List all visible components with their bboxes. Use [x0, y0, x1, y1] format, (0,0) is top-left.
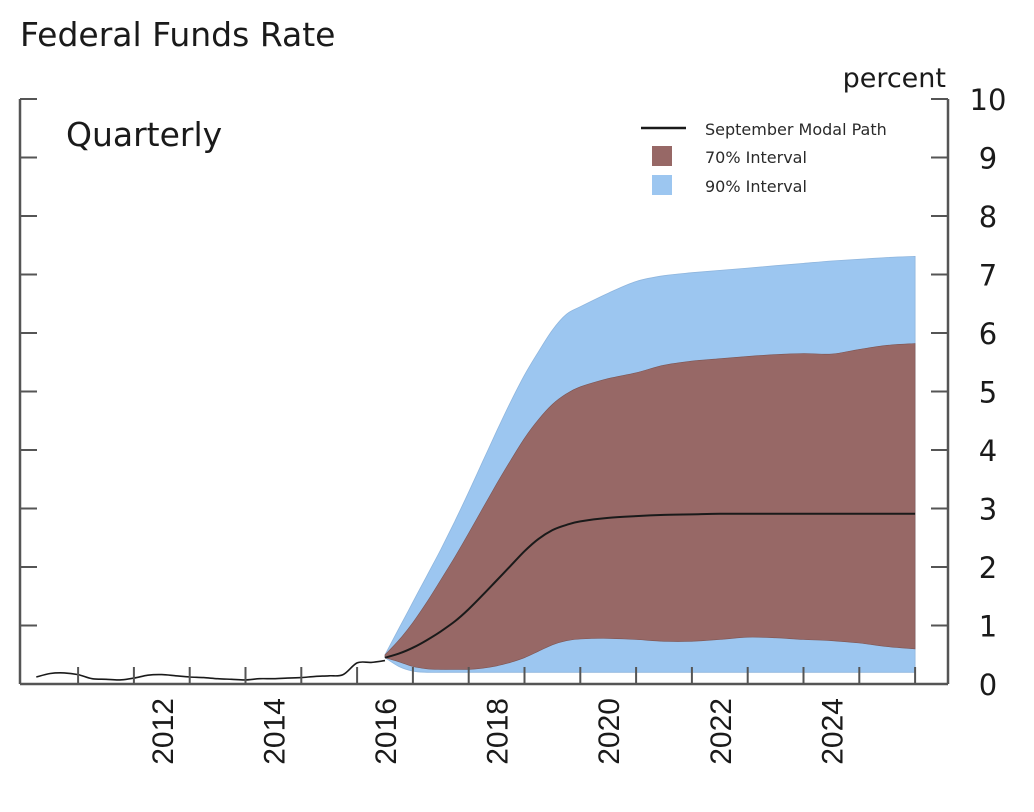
- legend-label-modal-path: September Modal Path: [705, 120, 887, 139]
- band-70-interval: [384, 343, 916, 670]
- y-tick-labels: 0 1 2 3 4 5 6 7 8 9 10: [970, 83, 1007, 702]
- x-tick-label: 2022: [705, 698, 738, 765]
- series-lines: [36, 512, 916, 681]
- y-tick-label: 4: [979, 434, 997, 468]
- y-tick-label: 8: [979, 200, 997, 234]
- legend-marker-70-interval: [652, 146, 672, 166]
- y-tick-label: 1: [979, 610, 997, 644]
- legend: September Modal Path 70% Interval 90% In…: [641, 120, 887, 196]
- y-tick-label: 6: [979, 317, 997, 351]
- legend-marker-90-interval: [652, 175, 672, 195]
- chart-subtitle: Quarterly: [66, 115, 222, 154]
- y-axis-unit-label: percent: [843, 63, 946, 94]
- interval-bands: [384, 255, 916, 673]
- chart-title: Federal Funds Rate: [20, 15, 335, 54]
- y-tick-label: 2: [979, 551, 997, 585]
- y-tick-label: 10: [970, 83, 1007, 117]
- x-tick-label: 2018: [482, 698, 515, 765]
- x-tick-label: 2014: [258, 698, 291, 765]
- y-tick-label: 0: [979, 668, 997, 702]
- x-tick-label: 2020: [593, 698, 626, 765]
- axes: [18, 98, 950, 686]
- x-tick-label: 2012: [147, 698, 180, 765]
- y-tick-label: 9: [979, 142, 997, 176]
- x-tick-labels: 2012 2014 2016 2018 2020 2022 2024: [147, 698, 850, 765]
- history-line: [36, 659, 386, 681]
- y-tick-label: 5: [979, 376, 997, 410]
- legend-label-90-interval: 90% Interval: [705, 177, 807, 196]
- x-tick-label: 2024: [816, 698, 849, 765]
- y-tick-label: 7: [979, 259, 997, 293]
- x-tick-label: 2016: [370, 698, 403, 765]
- legend-label-70-interval: 70% Interval: [705, 148, 807, 167]
- modal-path-line: [384, 512, 916, 659]
- y-tick-label: 3: [979, 493, 997, 527]
